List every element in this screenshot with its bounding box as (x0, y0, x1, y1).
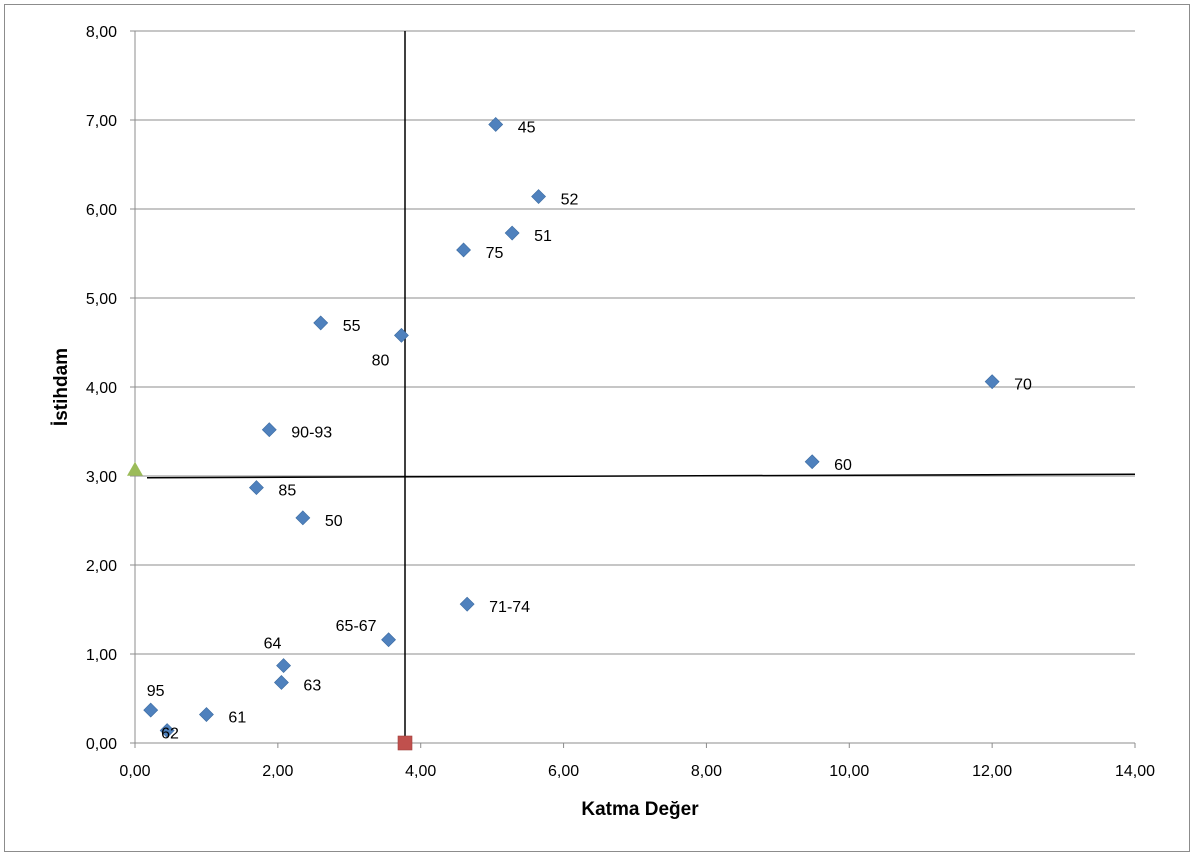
x-tick-label: 2,00 (262, 763, 293, 780)
x-tick-label: 12,00 (972, 763, 1012, 780)
x-tick-label: 6,00 (548, 763, 579, 780)
data-point-diamond (143, 702, 159, 718)
data-point-label: 52 (561, 192, 579, 209)
data-point-diamond (313, 315, 329, 331)
data-point-diamond (459, 596, 475, 612)
data-point-label: 75 (486, 245, 504, 262)
y-tick-label: 1,00 (86, 647, 117, 664)
data-point-label: 55 (343, 318, 361, 335)
data-point-label: 51 (534, 228, 552, 245)
x-tick-label: 8,00 (691, 763, 722, 780)
x-tick-label: 14,00 (1115, 763, 1155, 780)
y-tick-label: 5,00 (86, 291, 117, 308)
data-point-label: 71-74 (489, 599, 530, 616)
data-point-diamond (199, 707, 214, 722)
data-point-diamond (984, 374, 1000, 390)
data-point-label: 64 (264, 636, 282, 653)
y-tick-label: 2,00 (86, 558, 117, 575)
data-point-label: 63 (303, 677, 321, 694)
data-point-label: 90-93 (291, 425, 332, 442)
data-point-label: 70 (1014, 377, 1032, 394)
data-point-diamond (504, 225, 520, 241)
data-point-diamond (804, 454, 820, 470)
x-tick-label: 4,00 (405, 763, 436, 780)
data-point-label: 45 (518, 119, 536, 136)
data-point-diamond (261, 422, 277, 438)
data-point-label: 60 (834, 457, 852, 474)
data-point-label: 85 (278, 483, 296, 500)
data-point-diamond (159, 723, 175, 738)
data-point-diamond (394, 327, 409, 343)
data-point-label: 95 (147, 683, 165, 700)
chart-frame (4, 4, 1190, 852)
x-tick-label: 10,00 (829, 763, 869, 780)
data-point-diamond (381, 632, 396, 648)
y-tick-label: 7,00 (86, 113, 117, 130)
horizontal-reference-line (146, 473, 1136, 479)
data-point-square (397, 735, 413, 751)
y-tick-label: 3,00 (86, 469, 117, 486)
data-point-diamond (488, 117, 504, 132)
data-point-diamond (456, 242, 471, 258)
y-axis-title: İstihdam (51, 348, 72, 426)
data-point-diamond (274, 675, 289, 690)
y-tick-label: 0,00 (86, 736, 117, 753)
y-tick-label: 4,00 (86, 380, 117, 397)
data-point-label: 80 (372, 352, 390, 369)
data-point-label: 61 (228, 710, 246, 727)
data-point-diamond (249, 480, 264, 495)
data-point-triangle (127, 461, 143, 476)
data-point-label: 50 (325, 513, 343, 530)
x-tick-label: 0,00 (119, 763, 150, 780)
data-point-diamond (276, 658, 291, 673)
data-point-label: 65-67 (336, 618, 377, 635)
data-point-label: 62 (161, 726, 179, 743)
x-axis-title: Katma Değer (581, 799, 699, 820)
data-point-diamond (531, 189, 546, 204)
data-point-diamond (295, 510, 311, 526)
y-tick-label: 6,00 (86, 202, 117, 219)
y-tick-label: 8,00 (86, 24, 117, 41)
